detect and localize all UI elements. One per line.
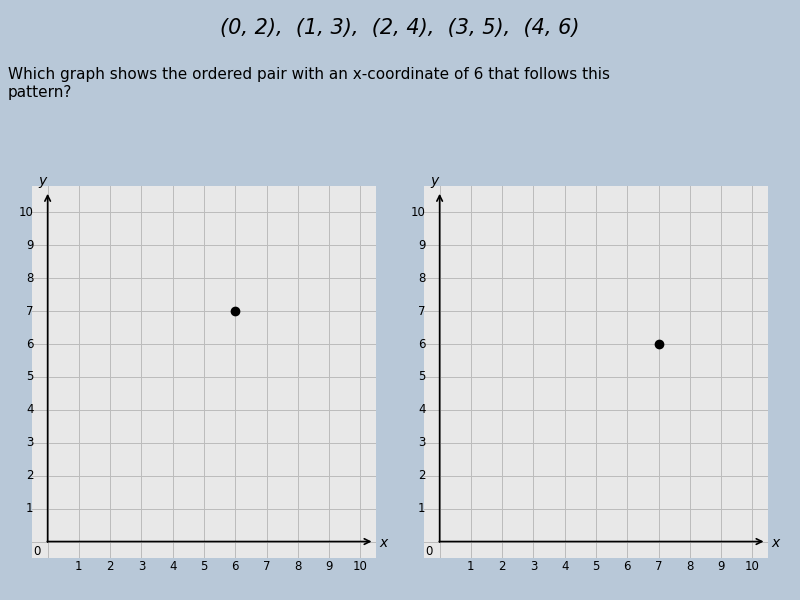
Text: 1: 1 [467,560,474,572]
Text: 3: 3 [418,436,426,449]
Text: 3: 3 [138,560,145,572]
Text: x: x [379,536,387,550]
Text: 9: 9 [718,560,725,572]
Text: 8: 8 [418,272,426,284]
Text: 10: 10 [353,560,368,572]
Text: 10: 10 [745,560,760,572]
Text: 7: 7 [262,560,270,572]
Text: 7: 7 [26,305,34,317]
Text: 1: 1 [418,502,426,515]
Text: 9: 9 [418,239,426,252]
Text: 2: 2 [106,560,114,572]
Text: 8: 8 [294,560,302,572]
Text: 4: 4 [169,560,177,572]
Text: 5: 5 [26,370,34,383]
Text: 5: 5 [418,370,426,383]
Text: 6: 6 [418,338,426,350]
Text: 9: 9 [326,560,333,572]
Text: 9: 9 [26,239,34,252]
Text: 1: 1 [26,502,34,515]
Text: 3: 3 [530,560,537,572]
Text: 7: 7 [654,560,662,572]
Text: y: y [39,173,47,188]
Text: 2: 2 [498,560,506,572]
Text: 10: 10 [18,206,34,219]
Text: 5: 5 [592,560,600,572]
Text: 6: 6 [231,560,239,572]
Text: x: x [771,536,779,550]
Text: 8: 8 [26,272,34,284]
Text: 3: 3 [26,436,34,449]
Text: 1: 1 [75,560,82,572]
Text: 2: 2 [26,469,34,482]
Text: 2: 2 [418,469,426,482]
Text: 10: 10 [410,206,426,219]
Text: 8: 8 [686,560,694,572]
Text: 4: 4 [418,403,426,416]
Text: 6: 6 [26,338,34,350]
Text: 0: 0 [33,545,40,558]
Text: 6: 6 [623,560,631,572]
Text: y: y [431,173,439,188]
Text: Which graph shows the ordered pair with an x-coordinate of 6 that follows this
p: Which graph shows the ordered pair with … [8,67,610,100]
Text: 7: 7 [418,305,426,317]
Text: 5: 5 [200,560,208,572]
Text: 4: 4 [26,403,34,416]
Text: 0: 0 [425,545,432,558]
Text: (0, 2),  (1, 3),  (2, 4),  (3, 5),  (4, 6): (0, 2), (1, 3), (2, 4), (3, 5), (4, 6) [220,18,580,38]
Text: 4: 4 [561,560,569,572]
